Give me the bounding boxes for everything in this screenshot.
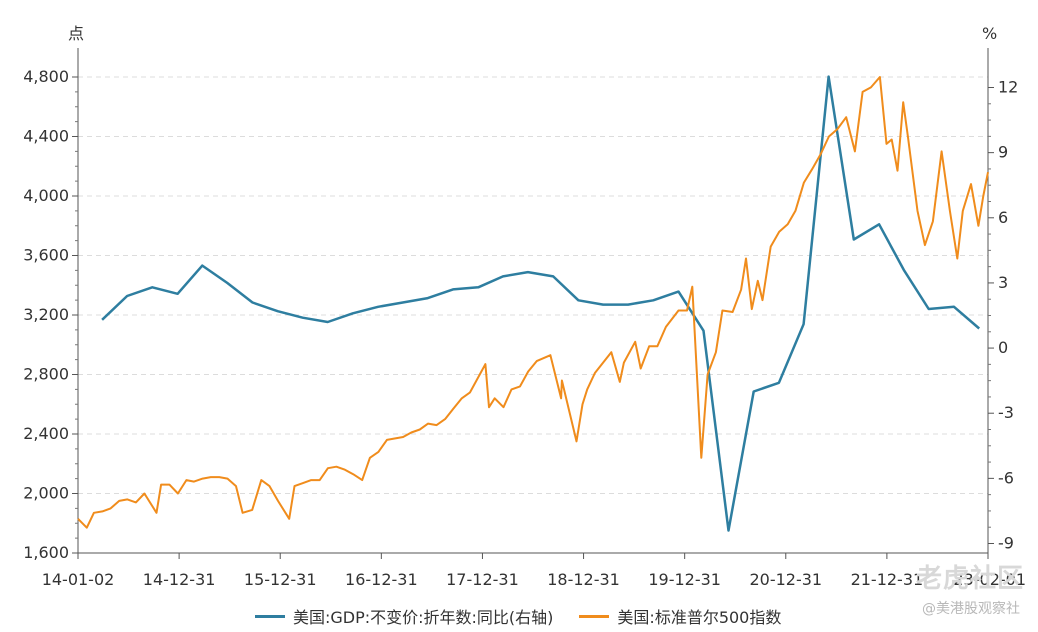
legend-swatch-gdp — [255, 614, 285, 618]
right-tick-label: -3 — [998, 403, 1014, 422]
legend-swatch-sp500 — [579, 614, 610, 618]
legend-label-sp500: 美国:标准普尔500指数 — [617, 608, 782, 627]
left-tick-label: 3,600 — [23, 246, 69, 265]
right-tick-label: 12 — [998, 78, 1018, 97]
left-tick-label: 1,600 — [23, 543, 69, 562]
right-tick-label: 6 — [998, 208, 1008, 227]
series-line-gdp — [101, 75, 981, 532]
left-tick-label: 4,000 — [23, 186, 69, 205]
watermark-logo: 老虎社区 — [915, 564, 1024, 594]
x-tick-label: 17-12-31 — [446, 570, 519, 589]
x-tick-label: 23-02-01 — [953, 570, 1026, 589]
right-unit-label: % — [982, 24, 997, 43]
legend-item-gdp[interactable]: 美国:GDP:不变价:折年数:同比(右轴) — [255, 604, 553, 628]
x-tick-label: 14-01-02 — [42, 570, 115, 589]
x-tick-label: 21-12-31 — [851, 570, 924, 589]
legend-item-sp500[interactable]: 美国:标准普尔500指数 — [579, 604, 781, 628]
x-tick-label: 16-12-31 — [345, 570, 418, 589]
right-tick-label: 0 — [998, 338, 1008, 357]
x-tick-label: 19-12-31 — [648, 570, 721, 589]
x-tick-label: 20-12-31 — [749, 570, 822, 589]
right-tick-label: 9 — [998, 143, 1008, 162]
series-line-sp500 — [77, 76, 989, 529]
chart-svg: 1,600 2,000 2,400 2,800 3,200 3,600 4,000 4,400… — [23, 24, 1026, 589]
right-tick-label: 3 — [998, 273, 1008, 292]
x-tick-label: 15-12-31 — [244, 570, 317, 589]
left-tick-label: 2,000 — [23, 484, 69, 503]
left-tick-label: 2,800 — [23, 365, 69, 384]
legend-label-gdp: 美国:GDP:不变价:折年数:同比(右轴) — [293, 608, 554, 627]
right-tick-label: -9 — [998, 534, 1014, 553]
x-tick-label: 14-12-31 — [143, 570, 216, 589]
left-tick-label: 3,200 — [23, 305, 69, 324]
left-tick-label: 4,400 — [23, 127, 69, 146]
left-unit-label: 点 — [68, 24, 84, 43]
left-tick-label: 4,800 — [23, 67, 69, 86]
left-tick-label: 2,400 — [23, 424, 69, 443]
legend: 美国:GDP:不变价:折年数:同比(右轴) 美国:标准普尔500指数 — [255, 604, 781, 628]
watermark-text: @美港股观察社 — [922, 601, 1020, 617]
right-tick-label: -6 — [998, 468, 1014, 487]
x-tick-label: 18-12-31 — [547, 570, 620, 589]
